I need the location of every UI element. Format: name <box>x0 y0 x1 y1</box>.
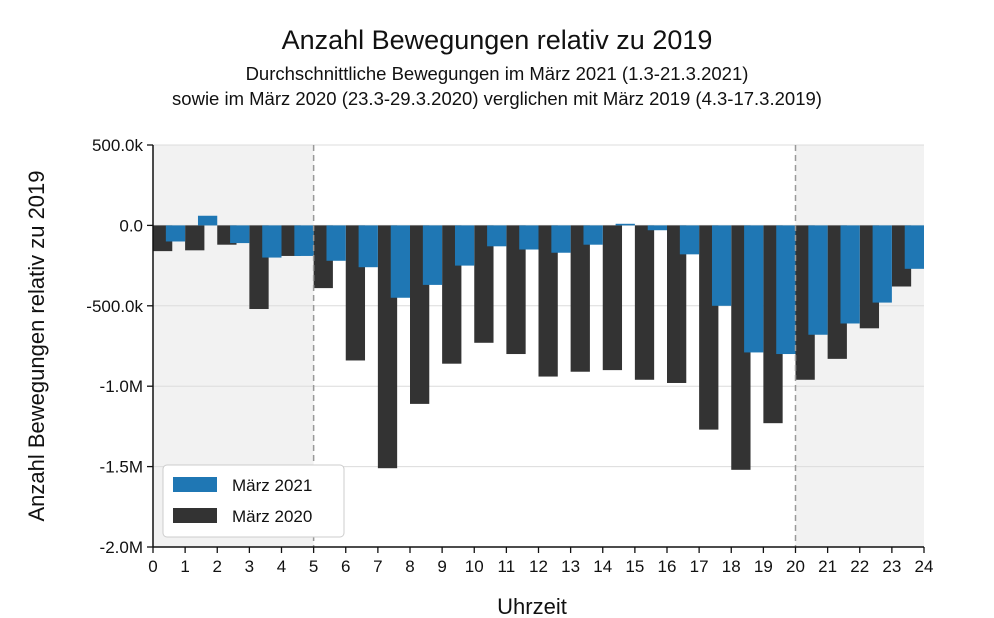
x-tick-label-4: 4 <box>277 557 286 576</box>
legend-swatch-2020 <box>173 508 217 523</box>
legend-swatch-2021 <box>173 477 217 492</box>
chart-title: Anzahl Bewegungen relativ zu 2019 <box>282 25 713 55</box>
x-tick-label-21: 21 <box>818 557 837 576</box>
x-tick-label-10: 10 <box>465 557 484 576</box>
bar-2020-10 <box>474 225 494 343</box>
x-tick-label-7: 7 <box>373 557 382 576</box>
x-tick-label-0: 0 <box>148 557 157 576</box>
bar-2020-13 <box>570 225 590 372</box>
x-tick-label-20: 20 <box>786 557 805 576</box>
x-tick-label-11: 11 <box>498 557 516 576</box>
y-tick-label-3: -1.0M <box>100 377 143 396</box>
x-tick-label-3: 3 <box>245 557 254 576</box>
bar-2021-20 <box>808 225 828 335</box>
bar-2021-4 <box>294 225 314 256</box>
bar-2021-21 <box>840 225 860 324</box>
bar-2021-19 <box>776 225 796 355</box>
y-tick-label-5: -2.0M <box>100 538 143 557</box>
shaded-region-1 <box>795 145 924 547</box>
y-tick-label-0: 500.0k <box>92 136 144 155</box>
bar-2020-11 <box>506 225 526 355</box>
bar-2021-16 <box>679 225 700 255</box>
bar-2020-16 <box>667 225 687 383</box>
legend-label-2020: März 2020 <box>232 507 312 526</box>
bar-2021-0 <box>165 225 186 242</box>
bars <box>153 215 924 470</box>
bar-2020-15 <box>634 225 655 380</box>
legend-label-2021: März 2021 <box>232 476 312 495</box>
x-tick-label-23: 23 <box>882 557 901 576</box>
bar-2021-6 <box>358 225 378 268</box>
chart-subtitle-line-2: sowie im März 2020 (23.3-29.3.2020) verg… <box>172 88 822 109</box>
bar-2021-18 <box>744 225 764 353</box>
x-tick-label-15: 15 <box>625 557 644 576</box>
x-tick-label-14: 14 <box>593 557 612 576</box>
bar-2021-12 <box>551 225 571 253</box>
x-tick-label-18: 18 <box>722 557 741 576</box>
x-tick-label-6: 6 <box>341 557 350 576</box>
y-axis-label: Anzahl Bewegungen relativ zu 2019 <box>24 170 49 521</box>
bar-2021-2 <box>230 225 250 244</box>
y-tick-label-1: 0.0 <box>119 216 143 235</box>
chart-subtitle-line-1: Durchschnittliche Bewegungen im März 202… <box>246 63 749 84</box>
x-tick-label-8: 8 <box>405 557 414 576</box>
legend: März 2021 März 2020 <box>162 464 345 538</box>
bar-2021-13 <box>583 225 603 245</box>
bar-2021-14 <box>615 223 635 226</box>
bar-2021-7 <box>390 225 410 298</box>
x-tick-label-24: 24 <box>915 557 934 576</box>
bar-2020-12 <box>538 225 558 377</box>
bar-2021-23 <box>904 225 924 269</box>
bar-2021-10 <box>487 225 507 247</box>
x-tick-label-1: 1 <box>180 557 189 576</box>
bar-2021-1 <box>197 215 218 226</box>
bar-2021-11 <box>519 225 539 250</box>
y-tick-label-2: -500.0k <box>86 297 143 316</box>
x-tick-label-2: 2 <box>213 557 222 576</box>
bar-2021-17 <box>711 225 732 306</box>
x-tick-label-22: 22 <box>850 557 869 576</box>
bar-2020-14 <box>602 225 623 371</box>
bar-2021-15 <box>647 225 667 231</box>
y-tick-label-4: -1.5M <box>100 458 143 477</box>
x-tick-label-9: 9 <box>437 557 446 576</box>
x-ticks: 0 1 2 3 4 5 6 7 8 9 10 11 12 13 14 15 16 17 18 19 20 21 22 23 24 <box>148 547 933 576</box>
bar-2021-9 <box>454 225 475 266</box>
x-tick-label-17: 17 <box>690 557 709 576</box>
x-tick-label-5: 5 <box>309 557 318 576</box>
x-tick-label-12: 12 <box>529 557 548 576</box>
bar-2020-1 <box>185 225 205 251</box>
y-ticks: 500.0k 0.0 -500.0k -1.0M -1.5M -2.0M <box>86 136 153 557</box>
x-tick-label-19: 19 <box>754 557 773 576</box>
x-tick-label-13: 13 <box>561 557 580 576</box>
bar-2021-22 <box>872 225 892 303</box>
bar-2021-3 <box>262 225 282 258</box>
x-tick-label-16: 16 <box>658 557 677 576</box>
x-axis-label: Uhrzeit <box>497 594 567 618</box>
bar-2021-5 <box>326 225 346 261</box>
bar-2021-8 <box>422 225 443 285</box>
